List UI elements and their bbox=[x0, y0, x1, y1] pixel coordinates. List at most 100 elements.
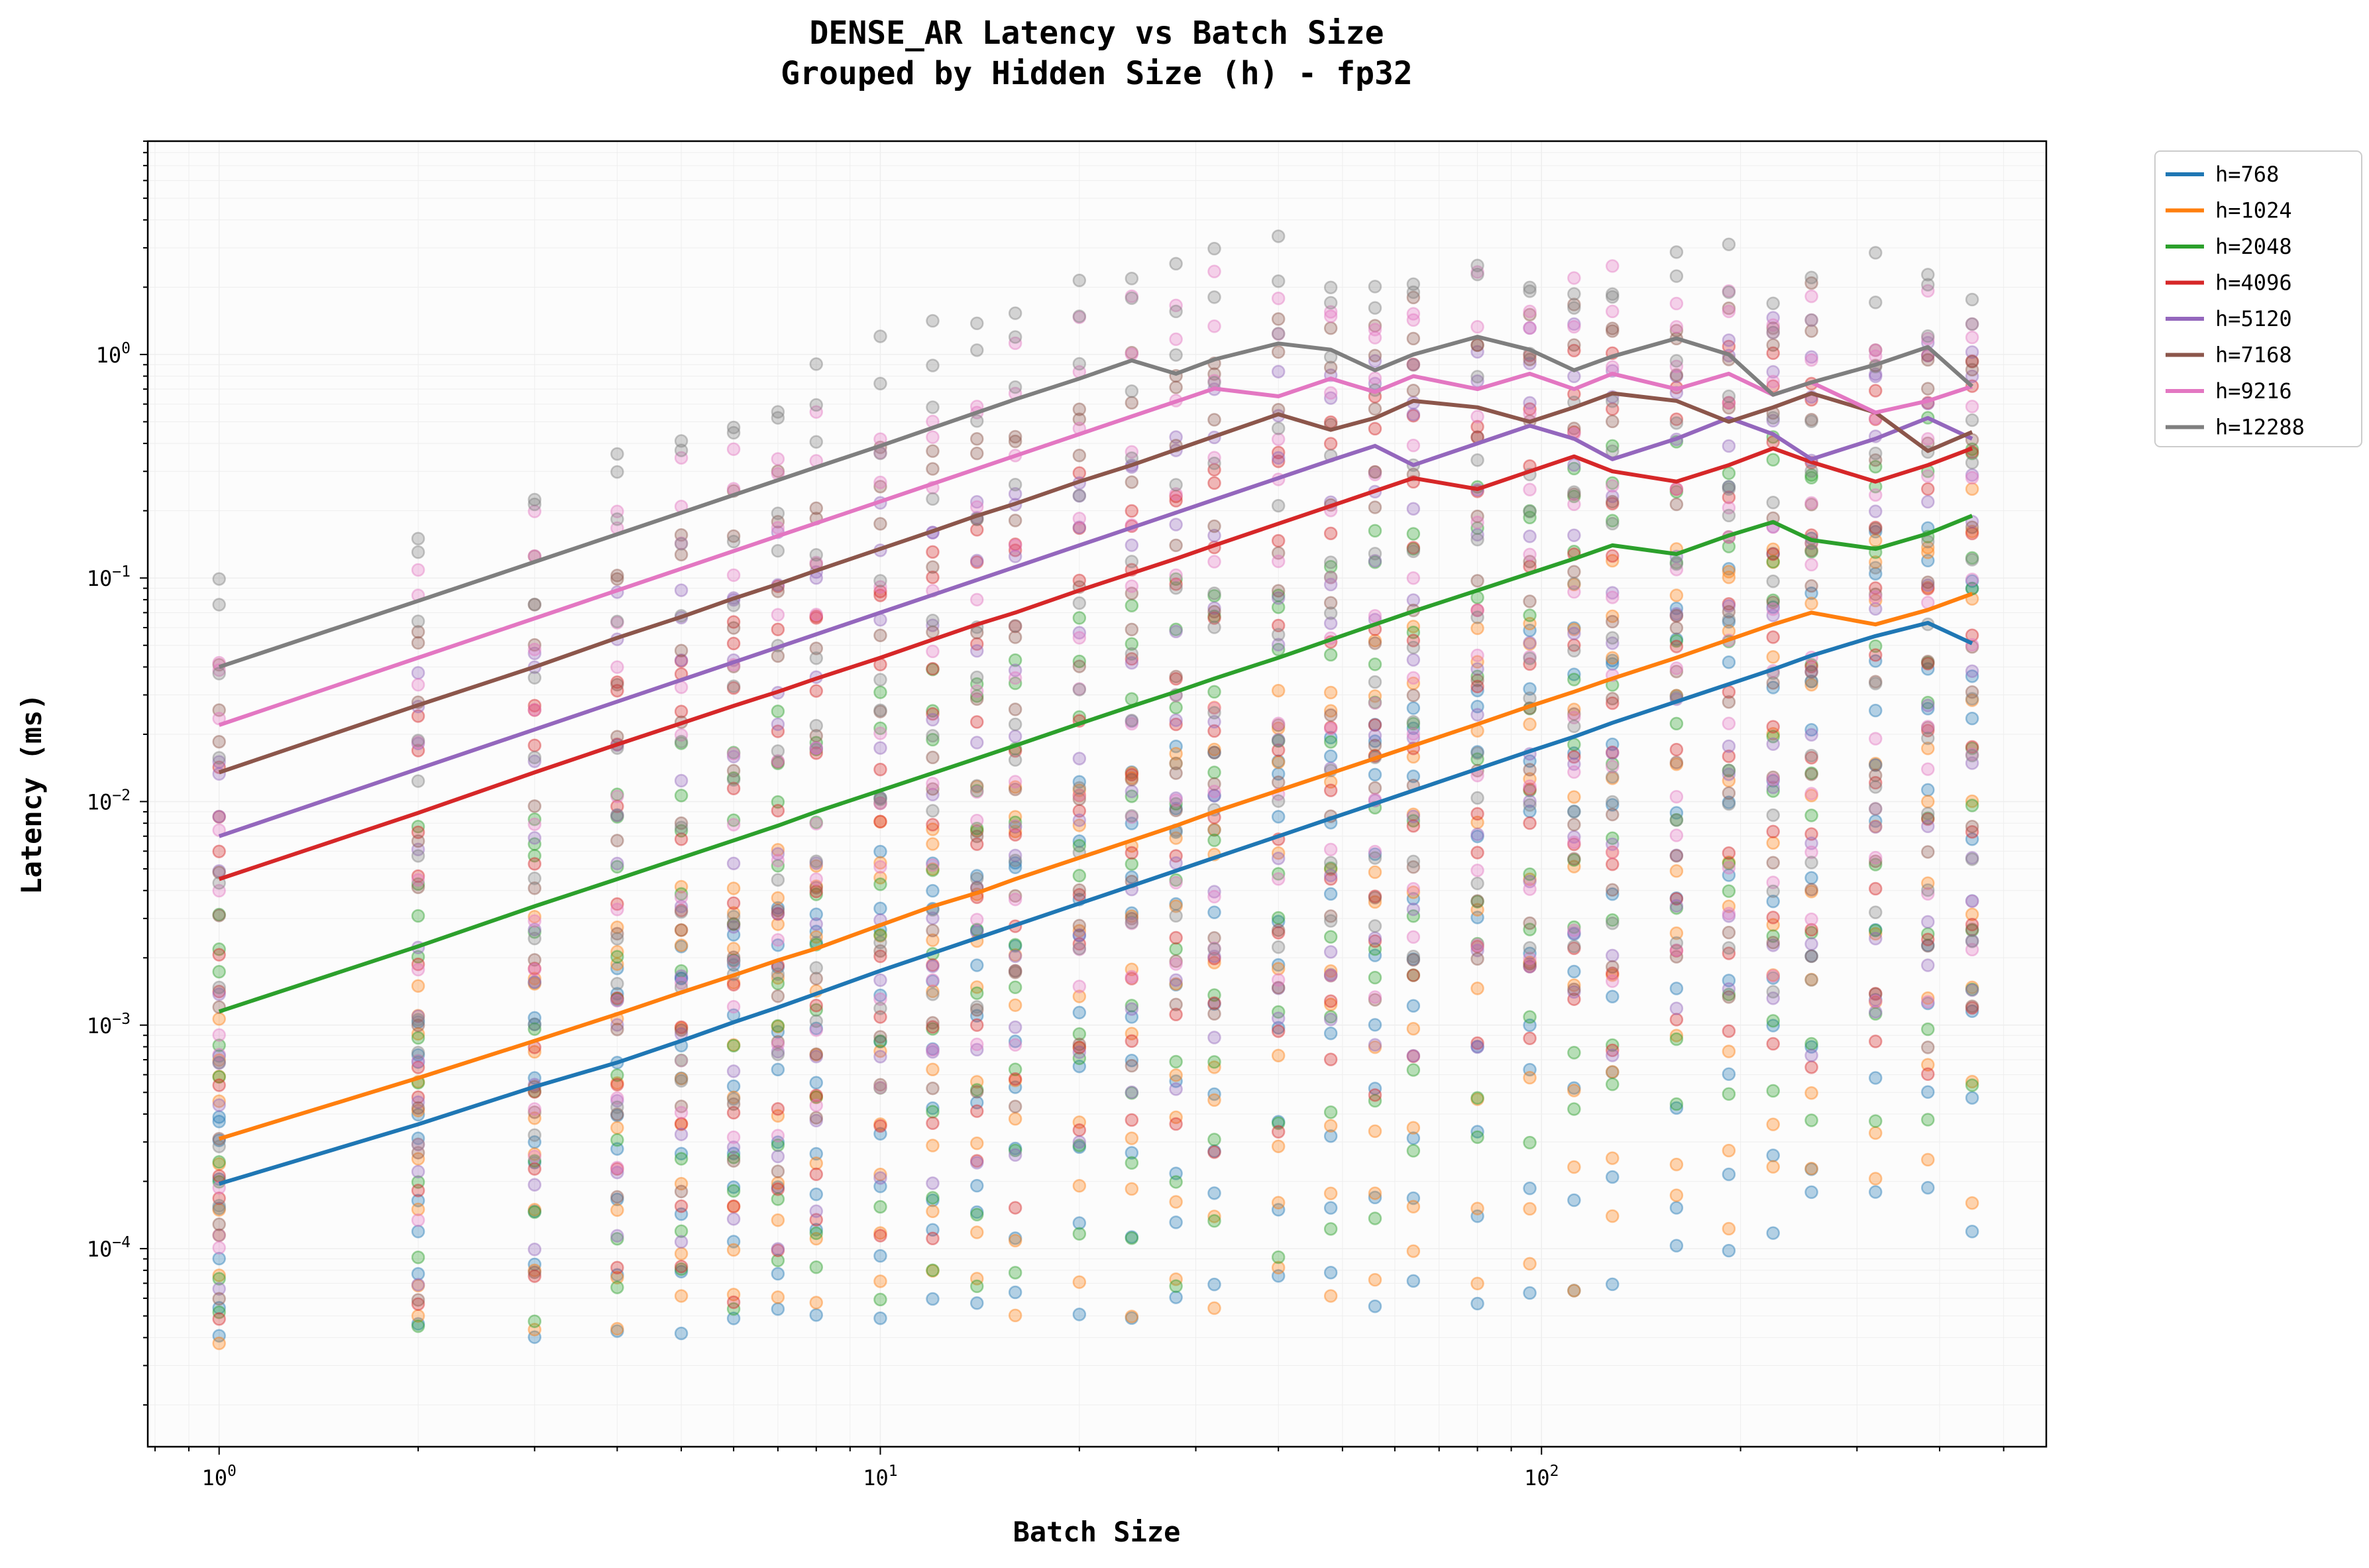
scatter-point bbox=[1470, 683, 1484, 698]
scatter-point bbox=[1406, 1022, 1421, 1036]
scatter-point bbox=[1207, 952, 1221, 966]
scatter-point bbox=[1072, 448, 1087, 463]
scatter-point bbox=[1207, 555, 1221, 569]
scatter-point bbox=[527, 1323, 541, 1337]
scatter-point bbox=[1008, 537, 1022, 551]
scatter-point bbox=[1169, 1290, 1183, 1304]
scatter-point bbox=[212, 1070, 226, 1084]
scatter-point bbox=[1368, 1088, 1382, 1102]
scatter-point bbox=[1722, 539, 1736, 553]
scatter-point bbox=[1804, 1036, 1818, 1051]
scatter-point bbox=[411, 1278, 425, 1292]
scatter-point bbox=[1271, 962, 1286, 976]
scatter-point bbox=[1766, 595, 1780, 610]
scatter-point bbox=[1125, 655, 1139, 670]
series-line bbox=[218, 592, 1973, 1141]
scatter-point bbox=[1523, 717, 1537, 732]
scatter-point bbox=[1406, 625, 1421, 640]
scatter-point bbox=[411, 834, 425, 848]
scatter-point bbox=[1567, 338, 1581, 352]
scatter-point bbox=[1125, 972, 1139, 985]
scatter-point bbox=[873, 949, 887, 964]
scatter-point bbox=[610, 1107, 624, 1121]
scatter-point bbox=[674, 1117, 689, 1131]
scatter-point bbox=[873, 1167, 887, 1182]
scatter-point bbox=[1368, 354, 1382, 368]
scatter-point bbox=[1207, 746, 1221, 759]
scatter-point bbox=[1072, 412, 1087, 426]
scatter-point bbox=[1523, 284, 1537, 298]
scatter-point bbox=[1567, 638, 1581, 652]
scatter-point bbox=[1921, 655, 1935, 670]
scatter-point bbox=[1470, 1202, 1484, 1215]
scatter-point bbox=[1323, 887, 1338, 901]
scatter-point bbox=[1207, 1093, 1221, 1107]
scatter-point bbox=[1869, 931, 1883, 946]
scatter-point bbox=[1869, 858, 1883, 871]
scatter-point bbox=[1567, 805, 1581, 818]
scatter-point bbox=[1523, 1257, 1537, 1271]
scatter-point bbox=[1125, 384, 1139, 398]
scatter-point bbox=[527, 1242, 541, 1257]
scatter-point bbox=[1072, 1135, 1087, 1149]
scatter-point bbox=[1368, 319, 1382, 333]
scatter-point bbox=[1323, 577, 1338, 592]
scatter-point bbox=[1207, 823, 1221, 837]
scatter-point bbox=[1921, 807, 1935, 820]
scatter-point bbox=[1921, 742, 1935, 756]
scatter-point bbox=[1406, 438, 1421, 453]
scatter-point bbox=[1406, 1144, 1421, 1158]
scatter-point bbox=[1271, 718, 1286, 732]
scatter-point bbox=[411, 1309, 425, 1323]
scatter-point bbox=[1869, 453, 1883, 467]
scatter-point bbox=[610, 993, 624, 1008]
scatter-point bbox=[1008, 860, 1022, 874]
scatter-point bbox=[1921, 268, 1935, 282]
scatter-point bbox=[1271, 432, 1286, 447]
scatter-point bbox=[212, 1078, 226, 1092]
scatter-point bbox=[809, 1113, 824, 1128]
scatter-point bbox=[1669, 588, 1684, 602]
scatter-point bbox=[1523, 782, 1537, 797]
scatter-point bbox=[1804, 596, 1818, 610]
scatter-point bbox=[1921, 657, 1935, 671]
scatter-point bbox=[1722, 1067, 1736, 1082]
scatter-point bbox=[771, 917, 785, 931]
scatter-point bbox=[809, 736, 824, 750]
series-line bbox=[218, 335, 1974, 669]
scatter-point bbox=[970, 1075, 984, 1089]
scatter-point bbox=[726, 1288, 741, 1302]
scatter-point bbox=[1804, 937, 1818, 951]
scatter-point bbox=[674, 1147, 689, 1161]
scatter-point bbox=[926, 704, 940, 718]
scatter-point bbox=[1605, 913, 1620, 927]
scatter-point bbox=[610, 944, 624, 959]
scatter-point bbox=[926, 712, 940, 727]
scatter-point bbox=[1207, 456, 1221, 471]
scatter-point bbox=[1470, 265, 1484, 279]
scatter-point bbox=[1368, 553, 1382, 568]
scatter-point bbox=[771, 842, 785, 857]
scatter-point bbox=[1368, 734, 1382, 748]
scatter-point bbox=[1368, 323, 1382, 337]
scatter-point bbox=[1965, 756, 1979, 770]
scatter-point bbox=[1169, 909, 1183, 923]
scatter-point bbox=[527, 837, 541, 851]
scatter-point bbox=[1072, 521, 1087, 535]
scatter-point bbox=[1125, 1146, 1139, 1160]
scatter-point bbox=[1125, 765, 1139, 779]
scatter-point bbox=[1368, 767, 1382, 782]
scatter-point bbox=[1669, 864, 1684, 878]
scatter-point bbox=[1722, 763, 1736, 777]
scatter-point bbox=[1406, 290, 1421, 305]
scatter-point bbox=[1669, 742, 1684, 757]
y-tick-label: 100 bbox=[96, 340, 131, 368]
scatter-point bbox=[610, 976, 624, 991]
scatter-point bbox=[726, 1090, 741, 1105]
scatter-point bbox=[1169, 997, 1183, 1011]
scatter-point bbox=[809, 884, 824, 899]
scatter-point bbox=[1804, 923, 1818, 937]
scatter-point bbox=[1869, 639, 1883, 653]
scatter-point bbox=[1869, 987, 1883, 1001]
scatter-point bbox=[1567, 920, 1581, 934]
